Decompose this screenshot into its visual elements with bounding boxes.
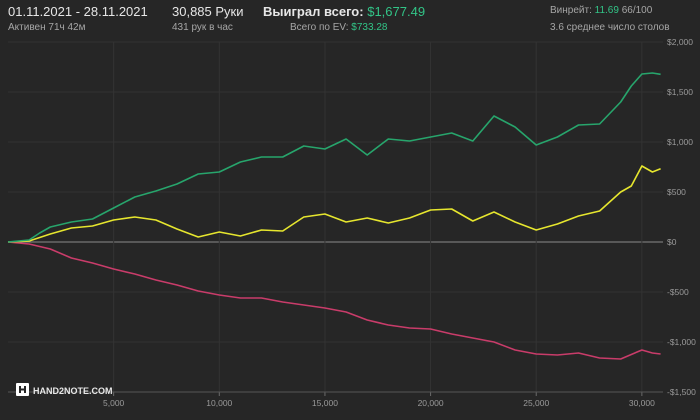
y-tick-label: $1,000 — [667, 137, 693, 147]
winrate-unit: 66/100 — [621, 5, 653, 16]
ev-value: $733.28 — [351, 22, 388, 33]
winrate: Винрейт: 11.69 66/100 — [550, 5, 652, 16]
won-label: Выиграл всего: — [263, 4, 364, 19]
hand2note-logo: HAND2NOTE.COM — [16, 383, 113, 396]
profit-chart: $2,000 $1,500 $1,000 $500 $0 -$500 -$1,000 -$1,… — [7, 38, 696, 408]
hands-count: 30,885 Руки — [172, 4, 244, 19]
won-value: $1,677.49 — [367, 4, 426, 19]
x-tick-label: 5,000 — [103, 398, 125, 408]
winrate-label: Винрейт: — [550, 5, 592, 16]
y-tick-label: $1,500 — [667, 87, 693, 97]
won-total: Выиграл всего: $1,677.49 — [263, 4, 425, 19]
chart-series — [7, 72, 661, 360]
x-tick-label: 10,000 — [206, 398, 232, 408]
chart-axes: $2,000 $1,500 $1,000 $500 $0 -$500 -$1,000 -$1,… — [8, 38, 696, 408]
won-line — [7, 72, 661, 243]
x-tick-label: 25,000 — [523, 398, 549, 408]
y-tick-label: -$1,500 — [667, 387, 696, 397]
y-tick-label: $0 — [667, 237, 677, 247]
stats-header: 01.11.2021 - 28.11.2021 Активен 71ч 42м … — [0, 0, 700, 38]
avg-tables: 3.6 среднее число столов — [550, 22, 670, 33]
y-tick-label: $500 — [667, 187, 686, 197]
ev-label: Всего по EV: — [290, 22, 349, 33]
x-tick-label: 15,000 — [312, 398, 338, 408]
date-range[interactable]: 01.11.2021 - 28.11.2021 — [8, 4, 148, 19]
active-time: Активен 71ч 42м — [8, 22, 86, 33]
y-tick-label: $2,000 — [667, 38, 693, 47]
y-tick-label: -$1,000 — [667, 337, 696, 347]
ev-line — [7, 165, 661, 243]
logo-text: HAND2NOTE.COM — [33, 386, 113, 396]
y-tick-label: -$500 — [667, 287, 689, 297]
chart-grid — [8, 41, 663, 393]
nonshowdown-line — [7, 241, 661, 360]
winrate-value: 11.69 — [594, 5, 619, 16]
x-tick-label: 30,000 — [629, 398, 655, 408]
hands-per-hour: 431 рук в час — [172, 22, 233, 33]
x-tick-label: 20,000 — [418, 398, 444, 408]
ev-total: Всего по EV: $733.28 — [290, 22, 387, 33]
